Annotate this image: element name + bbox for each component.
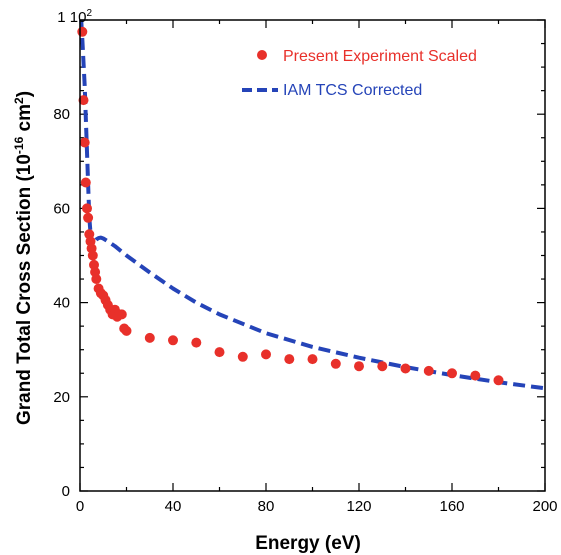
experiment-point: [493, 375, 504, 386]
x-axis-title: Energy (eV): [255, 533, 361, 554]
iam-tcs-curve: [79, 19, 546, 391]
experiment-point: [261, 349, 271, 360]
x-tick-labels: 0 40 80 120 160 200: [76, 498, 558, 515]
experiment-point: [80, 177, 91, 188]
experiment-point: [116, 309, 127, 320]
y-tick-labels: 0 20 40 60 80: [53, 106, 70, 500]
x-tick-label: 80: [258, 498, 275, 515]
iam-curve-layer: [79, 19, 546, 391]
x-tick-label: 120: [346, 498, 371, 515]
experiment-point: [168, 335, 178, 346]
legend-label-experiment: Present Experiment Scaled: [283, 48, 477, 65]
experiment-point: [284, 354, 295, 365]
x-tick-label: 0: [76, 498, 84, 515]
experiment-point: [237, 351, 248, 362]
experiment-point: [78, 95, 89, 106]
experiment-point: [83, 212, 94, 223]
experiment-point: [423, 365, 434, 376]
y-axis-title: Grand Total Cross Section (10-16 cm2): [12, 91, 35, 425]
experiment-point: [354, 361, 364, 372]
y-tick-label: 20: [53, 389, 70, 406]
x-tick-label: 40: [165, 498, 182, 515]
experiment-point: [87, 250, 98, 261]
legend-label-iam: IAM TCS Corrected: [283, 82, 422, 99]
experiment-point: [82, 203, 92, 214]
experiment-point: [144, 332, 155, 343]
legend: Present Experiment Scaled IAM TCS Correc…: [242, 48, 477, 99]
y-tick-label: 60: [53, 200, 70, 217]
experiment-point: [121, 325, 132, 336]
y-tick-label: 40: [53, 295, 70, 312]
x-tick-label: 160: [439, 498, 464, 515]
experiment-point: [77, 26, 88, 37]
experiment-point: [307, 354, 318, 365]
plot-frame: [79, 19, 546, 492]
experiment-points-layer: [77, 26, 504, 386]
y-tick-label: 0: [62, 483, 70, 500]
legend-marker-experiment: [257, 50, 267, 60]
y-tick-label: 80: [53, 106, 70, 123]
y-top-tick-label: 1 102: [57, 8, 92, 26]
x-tick-label: 200: [532, 498, 557, 515]
experiment-point: [400, 363, 411, 374]
experiment-point: [377, 361, 388, 372]
experiment-point: [191, 337, 202, 348]
experiment-point: [214, 347, 225, 358]
experiment-point: [447, 368, 457, 379]
experiment-point: [470, 370, 481, 381]
experiment-point: [91, 274, 102, 284]
experiment-point: [330, 358, 341, 369]
experiment-point: [79, 137, 90, 148]
